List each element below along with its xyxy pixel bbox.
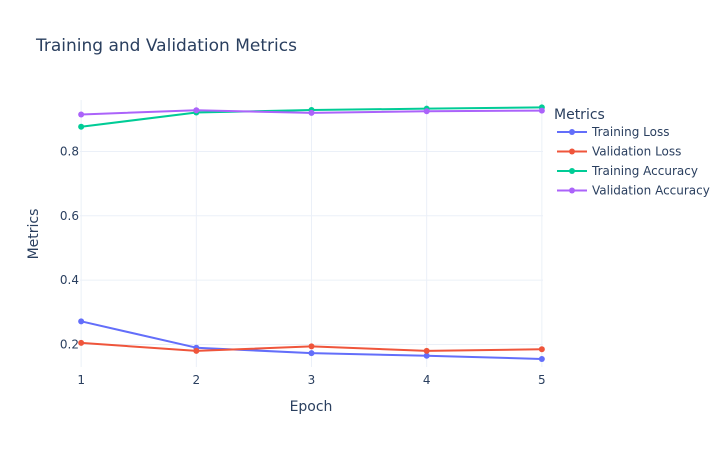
chart-title: Training and Validation Metrics [35,36,297,56]
data-point [308,350,315,357]
legend-swatch-marker [569,129,575,135]
x-tick-label: 1 [77,373,85,387]
y-axis-ticks: 0.2 0.4 0.6 0.8 [60,144,79,351]
legend-label: Validation Loss [592,145,681,159]
legend-item[interactable]: Training Accuracy [557,164,698,178]
legend-label: Validation Accuracy [592,184,710,198]
data-point [308,109,315,116]
data-point [538,346,545,353]
x-axis-title: Epoch [290,399,333,415]
data-point [308,343,315,350]
series-validation-loss [78,339,545,354]
y-tick-label: 0.4 [60,273,79,287]
data-point [78,318,85,325]
legend-item[interactable]: Validation Loss [557,145,681,159]
data-point [423,352,430,359]
x-tick-label: 5 [538,373,546,387]
data-point [193,347,200,354]
legend: Metrics Training Loss Validation Loss Trai… [554,107,710,198]
legend-item[interactable]: Validation Accuracy [557,184,710,198]
gridlines [80,100,543,367]
data-point [193,107,200,114]
legend-title: Metrics [554,107,605,123]
y-axis-title: Metrics [26,209,42,260]
data-point [78,123,85,130]
series-validation-accuracy [78,107,545,118]
data-point [78,339,85,346]
y-tick-label: 0.8 [60,144,79,158]
data-point [538,107,545,114]
y-tick-label: 0.6 [60,209,79,223]
legend-item[interactable]: Training Loss [557,125,669,139]
legend-label: Training Accuracy [591,164,698,178]
x-tick-label: 2 [193,373,201,387]
legend-label: Training Loss [591,125,669,139]
data-point [538,355,545,362]
legend-swatch-marker [569,168,575,174]
x-tick-label: 4 [423,373,431,387]
data-point [423,347,430,354]
series-lines [78,104,545,362]
x-axis-ticks: 1 2 3 4 5 [77,373,545,387]
data-point [423,108,430,115]
legend-swatch-marker [569,148,575,155]
data-point [78,111,85,118]
series-training-loss [78,318,545,362]
legend-swatch-marker [569,187,575,194]
x-tick-label: 3 [308,373,316,387]
y-tick-label: 0.2 [60,337,79,351]
